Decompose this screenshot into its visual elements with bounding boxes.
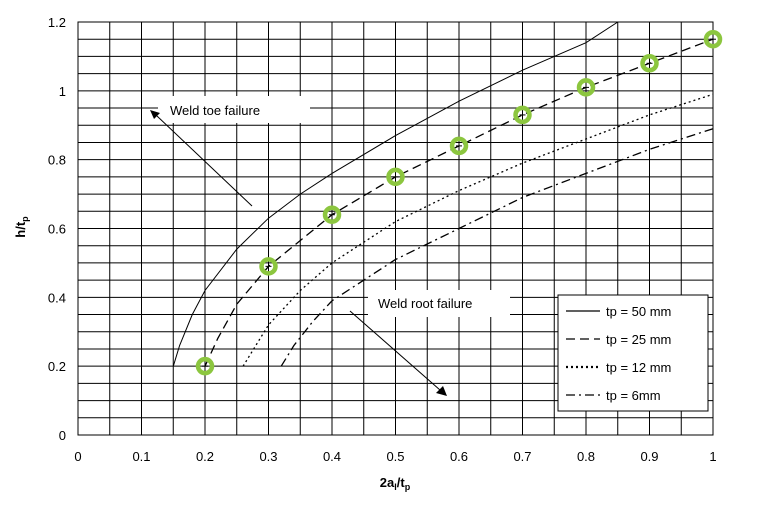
y-tick-labels: 0 0.2 0.4 0.6 0.8 1 1.2 — [48, 15, 66, 443]
y-tick-label: 0.4 — [48, 290, 66, 305]
data-marker — [322, 205, 342, 224]
legend-label-1: tp = 50 mm — [606, 304, 671, 319]
legend-box — [557, 294, 709, 412]
x-axis-label: 2al/tp — [380, 475, 411, 492]
x-tick-label: 0.9 — [640, 449, 658, 464]
data-marker — [576, 78, 596, 97]
weld-toe-label-box — [158, 96, 310, 123]
data-marker — [259, 257, 278, 276]
legend-label-3: tp = 12 mm — [606, 360, 671, 375]
y-tick-label: 0.6 — [48, 222, 66, 237]
y-tick-label: 1 — [59, 84, 66, 99]
weld-root-label-box — [368, 290, 510, 317]
x-tick-label: 0.3 — [259, 449, 277, 464]
series-line-4 — [280, 128, 714, 367]
legend: tp = 50 mm tp = 25 mm tp = 12 mm tp = 6mm — [557, 294, 709, 412]
data-marker — [703, 29, 723, 49]
weld-root-label: Weld root failure — [378, 296, 472, 311]
x-tick-label: 0.8 — [577, 449, 595, 464]
weld-root-arrowhead — [436, 386, 447, 396]
data-marker — [640, 54, 659, 73]
y-tick-label: 0.2 — [48, 359, 66, 374]
x-tick-label: 1 — [709, 449, 716, 464]
weld-root-annotation: Weld root failure — [349, 290, 510, 396]
y-tick-label: 1.2 — [48, 15, 66, 30]
x-tick-labels: 0 0.1 0.2 0.3 0.4 0.5 0.6 0.7 0.8 0.9 1 — [74, 449, 716, 464]
y-axis-label: h/tp — [13, 216, 30, 238]
x-tick-label: 0.6 — [450, 449, 468, 464]
x-tick-label: 0.5 — [386, 449, 404, 464]
markers — [195, 29, 723, 376]
y-tick-label: 0.8 — [48, 153, 66, 168]
x-tick-label: 0.7 — [513, 449, 531, 464]
legend-label-4: tp = 6mm — [606, 388, 661, 403]
plot-frame — [77, 21, 714, 436]
weld-root-arrow-line — [349, 310, 441, 391]
series-line-3 — [242, 93, 714, 367]
data-marker — [513, 105, 532, 125]
legend-label-2: tp = 25 mm — [606, 332, 671, 347]
x-tick-label: 0.2 — [196, 449, 214, 464]
weld-toe-arrowhead — [150, 110, 160, 119]
x-tick-label: 0 — [74, 449, 81, 464]
y-tick-label: 0 — [59, 428, 66, 443]
data-marker — [195, 356, 215, 376]
data-marker — [386, 167, 405, 187]
x-tick-label: 0.4 — [323, 449, 341, 464]
weld-toe-arrow-line — [156, 115, 253, 207]
weld-toe-annotation: Weld toe failure — [150, 96, 310, 207]
series-line-1 — [172, 21, 619, 367]
x-tick-label: 0.1 — [132, 449, 150, 464]
weld-toe-label: Weld toe failure — [170, 103, 260, 118]
data-marker — [449, 136, 469, 156]
